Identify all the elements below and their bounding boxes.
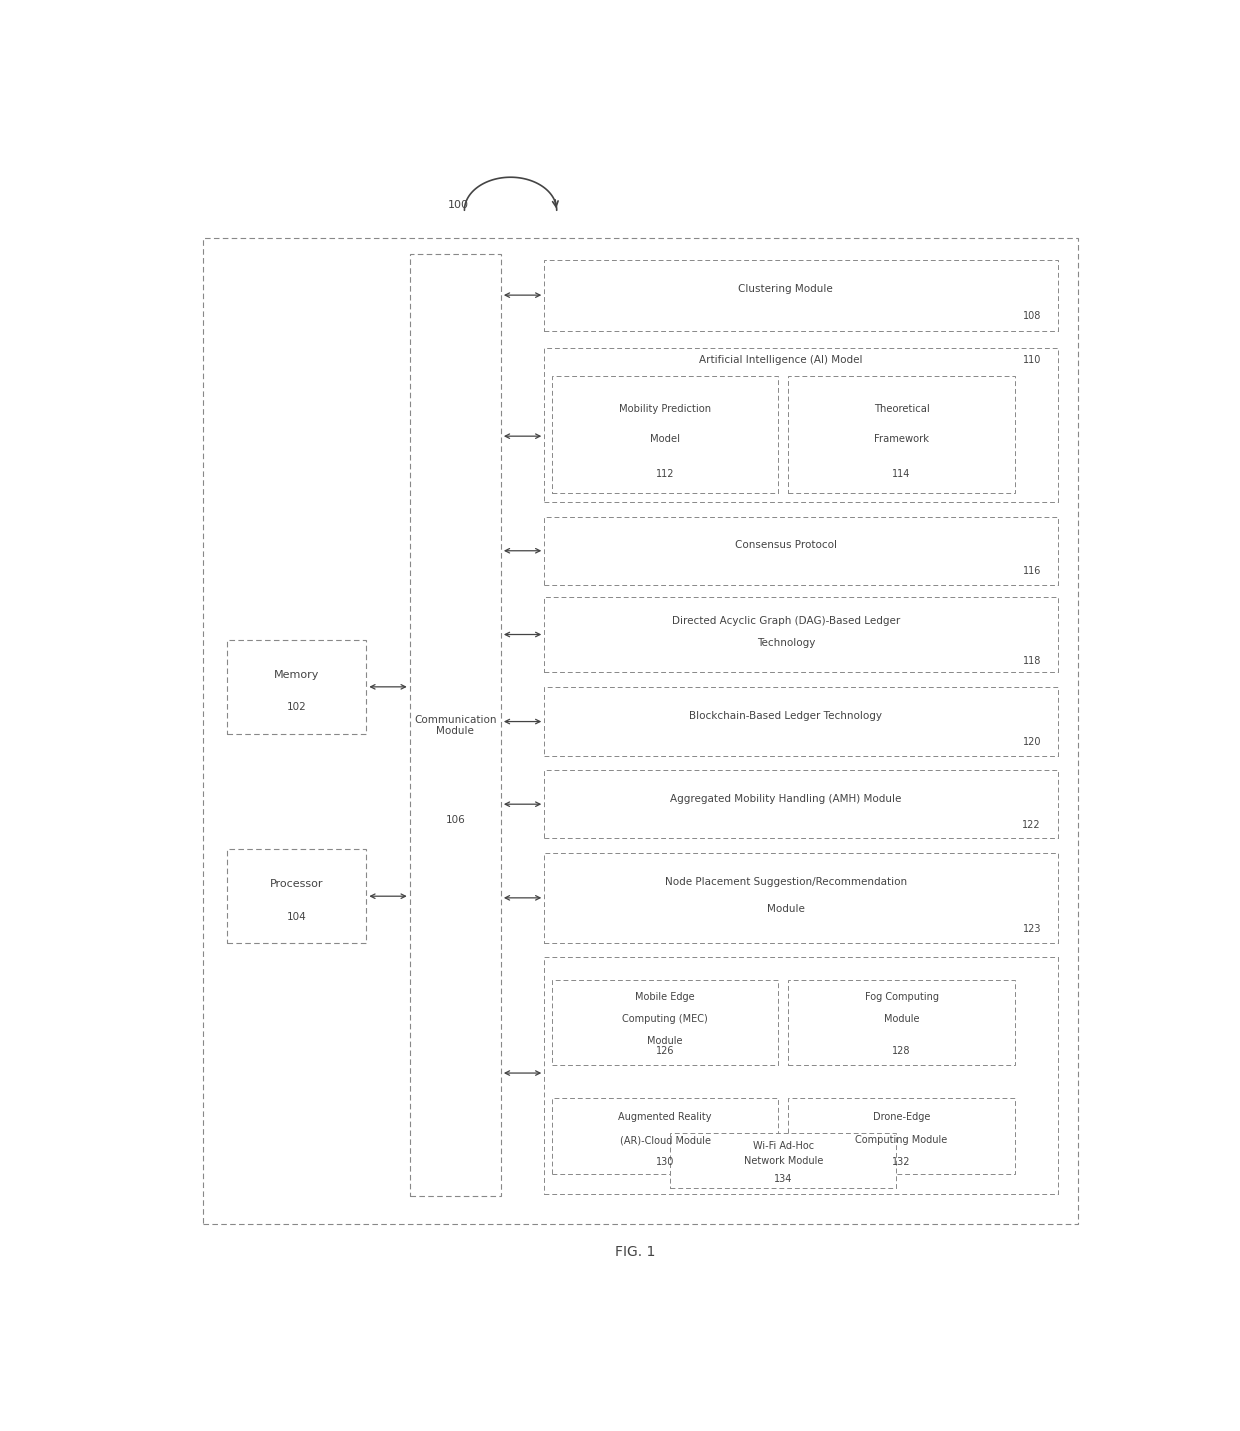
Text: Aggregated Mobility Handling (AMH) Module: Aggregated Mobility Handling (AMH) Modul…: [670, 794, 901, 804]
Bar: [552, 980, 779, 1065]
Bar: [544, 517, 1059, 585]
Text: Fog Computing: Fog Computing: [864, 992, 939, 1002]
Text: Clustering Module: Clustering Module: [739, 283, 833, 293]
Text: Module: Module: [884, 1015, 919, 1025]
Bar: [227, 850, 367, 943]
Text: Network Module: Network Module: [744, 1156, 823, 1166]
Text: 126: 126: [656, 1046, 675, 1056]
Text: Theoretical: Theoretical: [874, 404, 930, 414]
Text: Blockchain-Based Ledger Technology: Blockchain-Based Ledger Technology: [689, 711, 883, 721]
Text: Computing (MEC): Computing (MEC): [622, 1015, 708, 1025]
Text: 122: 122: [1023, 820, 1042, 830]
Text: Technology: Technology: [756, 638, 815, 648]
Text: Consensus Protocol: Consensus Protocol: [735, 541, 837, 551]
Text: Processor: Processor: [270, 879, 324, 889]
Text: 100: 100: [448, 200, 469, 210]
Text: 114: 114: [893, 469, 910, 479]
Text: 118: 118: [1023, 655, 1042, 665]
Text: 102: 102: [286, 703, 306, 713]
Text: Communication
Module: Communication Module: [414, 714, 496, 736]
Text: 134: 134: [774, 1173, 792, 1183]
Text: 120: 120: [1023, 737, 1042, 747]
Text: FIG. 1: FIG. 1: [615, 1245, 656, 1258]
Text: Augmented Reality: Augmented Reality: [619, 1112, 712, 1122]
Text: 112: 112: [656, 469, 675, 479]
Bar: [203, 238, 1078, 1224]
Bar: [544, 687, 1059, 756]
Bar: [552, 1099, 779, 1173]
Bar: [789, 376, 1014, 494]
Text: 104: 104: [286, 912, 306, 922]
Text: Module: Module: [766, 904, 805, 914]
Bar: [544, 957, 1059, 1195]
Text: Directed Acyclic Graph (DAG)-Based Ledger: Directed Acyclic Graph (DAG)-Based Ledge…: [672, 615, 900, 625]
Text: Memory: Memory: [274, 670, 320, 680]
Bar: [789, 980, 1014, 1065]
Bar: [544, 260, 1059, 332]
Text: 128: 128: [893, 1046, 910, 1056]
Text: Drone-Edge: Drone-Edge: [873, 1112, 930, 1122]
Bar: [544, 597, 1059, 673]
Bar: [789, 1099, 1014, 1173]
Text: Wi-Fi Ad-Hoc: Wi-Fi Ad-Hoc: [753, 1142, 813, 1151]
Text: Node Placement Suggestion/Recommendation: Node Placement Suggestion/Recommendation: [665, 877, 906, 887]
Bar: [544, 853, 1059, 943]
Bar: [409, 255, 501, 1196]
Text: 110: 110: [1023, 355, 1042, 365]
Text: 132: 132: [893, 1158, 910, 1168]
Text: Framework: Framework: [874, 434, 929, 444]
Text: Artificial Intelligence (AI) Model: Artificial Intelligence (AI) Model: [699, 355, 863, 365]
Text: 130: 130: [656, 1158, 675, 1168]
Bar: [227, 640, 367, 734]
Bar: [552, 376, 779, 494]
Text: 123: 123: [1023, 924, 1042, 934]
Text: Computing Module: Computing Module: [856, 1135, 947, 1145]
Text: 116: 116: [1023, 567, 1042, 577]
Text: Module: Module: [647, 1036, 683, 1046]
Bar: [670, 1133, 897, 1188]
Text: Model: Model: [650, 434, 680, 444]
Text: Mobile Edge: Mobile Edge: [635, 992, 694, 1002]
Text: 108: 108: [1023, 311, 1042, 321]
Text: (AR)-Cloud Module: (AR)-Cloud Module: [620, 1135, 711, 1145]
Bar: [544, 770, 1059, 839]
Text: Mobility Prediction: Mobility Prediction: [619, 404, 711, 414]
Text: 106: 106: [445, 814, 465, 824]
Bar: [544, 348, 1059, 502]
